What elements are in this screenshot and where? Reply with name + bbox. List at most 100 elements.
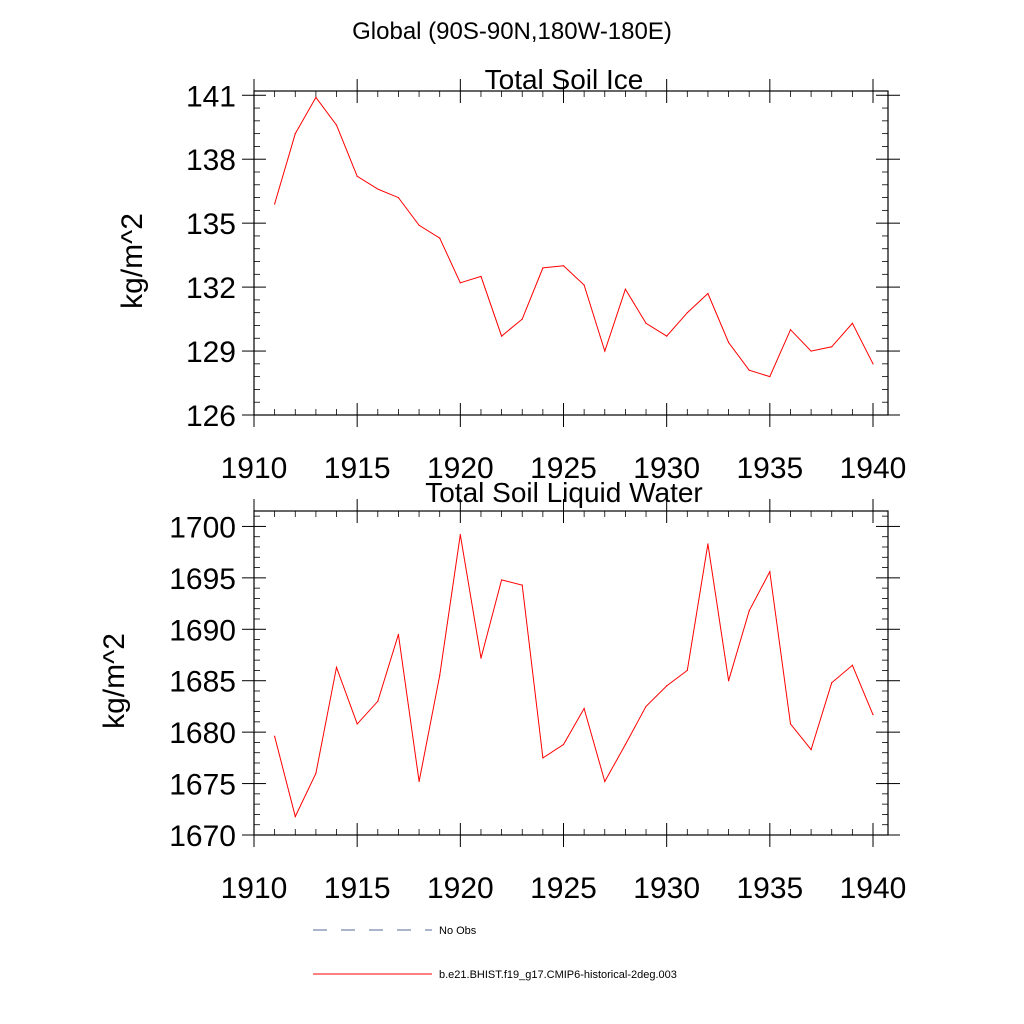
data-point bbox=[501, 579, 503, 581]
data-point bbox=[707, 543, 709, 545]
y-tick-label: 129 bbox=[186, 336, 236, 369]
y-tick-label: 1700 bbox=[169, 511, 236, 544]
data-point bbox=[294, 815, 296, 818]
x-tick-label: 1915 bbox=[324, 452, 391, 485]
y-tick-label: 1690 bbox=[169, 614, 236, 647]
data-point bbox=[727, 680, 730, 682]
y-tick-label: 141 bbox=[186, 80, 236, 113]
data-point bbox=[686, 669, 688, 672]
data-point bbox=[831, 682, 833, 684]
data-point bbox=[769, 376, 771, 378]
data-point bbox=[480, 275, 482, 278]
x-tick-label: 1930 bbox=[633, 452, 700, 485]
data-point bbox=[274, 203, 276, 205]
legend: No Obs b.e21.BHIST.f19_g17.CMIP6-histori… bbox=[313, 925, 677, 981]
y-tick-label: 1675 bbox=[169, 769, 236, 802]
x-tick-label: 1925 bbox=[530, 452, 597, 485]
x-tick-label: 1910 bbox=[221, 872, 288, 905]
x-tick-label: 1935 bbox=[736, 452, 803, 485]
data-point bbox=[789, 329, 792, 331]
data-point bbox=[397, 196, 400, 199]
data-point bbox=[851, 322, 853, 324]
data-point bbox=[377, 188, 379, 190]
data-point bbox=[686, 312, 688, 314]
data-point bbox=[810, 350, 812, 352]
data-point bbox=[851, 664, 853, 666]
data-point bbox=[769, 571, 771, 573]
data-point bbox=[439, 674, 441, 677]
x-tick-label: 1920 bbox=[427, 452, 494, 485]
data-point bbox=[604, 350, 606, 352]
data-point bbox=[624, 288, 627, 290]
data-point bbox=[501, 335, 503, 337]
data-point bbox=[748, 610, 750, 612]
y-tick-label: 135 bbox=[186, 208, 236, 241]
data-point bbox=[459, 282, 461, 284]
data-point bbox=[583, 284, 585, 286]
y-axis-label: kg/m^2 bbox=[98, 633, 131, 729]
data-point bbox=[418, 224, 420, 226]
data-point bbox=[521, 318, 523, 320]
y-tick-label: 1670 bbox=[169, 820, 236, 853]
plot-frame bbox=[253, 90, 889, 416]
legend-label-model-run: b.e21.BHIST.f19_g17.CMIP6-historical-2de… bbox=[439, 969, 677, 981]
data-point bbox=[872, 714, 874, 716]
y-tick-label: 1695 bbox=[169, 563, 236, 596]
data-point bbox=[335, 666, 338, 668]
data-point bbox=[562, 265, 565, 267]
y-tick-label: 138 bbox=[186, 144, 236, 177]
y-tick-label: 1685 bbox=[169, 666, 236, 699]
data-point bbox=[315, 772, 317, 774]
data-point bbox=[315, 96, 317, 98]
data-point bbox=[542, 267, 544, 269]
data-point bbox=[789, 723, 792, 725]
data-point bbox=[294, 133, 296, 135]
x-tick-label: 1930 bbox=[633, 872, 700, 905]
series-line bbox=[274, 96, 874, 378]
panel-total-soil-liquid-water: Total Soil Liquid Water kg/m^2 1910 1915 1… bbox=[98, 477, 906, 905]
data-point bbox=[727, 341, 730, 344]
data-point bbox=[356, 723, 358, 725]
data-point bbox=[397, 633, 400, 636]
data-point bbox=[645, 322, 647, 324]
data-point bbox=[707, 292, 709, 295]
data-point bbox=[583, 707, 585, 710]
legend-label-no-obs: No Obs bbox=[439, 925, 477, 937]
x-tick-label: 1910 bbox=[221, 452, 288, 485]
data-point bbox=[459, 534, 461, 536]
data-point bbox=[872, 363, 874, 365]
data-point bbox=[521, 584, 523, 586]
x-tick-label: 1935 bbox=[736, 872, 803, 905]
x-tick-label: 1940 bbox=[840, 872, 907, 905]
x-tick-label: 1925 bbox=[530, 872, 597, 905]
data-point bbox=[624, 743, 627, 746]
data-point bbox=[562, 743, 565, 746]
y-axis-label: kg/m^2 bbox=[116, 213, 149, 309]
data-point bbox=[666, 685, 668, 687]
figure-title: Global (90S-90N,180W-180E) bbox=[352, 18, 672, 45]
panel-total-soil-ice: Total Soil Ice kg/m^2 1910 1915 1920 1925 19… bbox=[116, 64, 906, 485]
data-point bbox=[356, 175, 358, 177]
y-tick-label: 126 bbox=[186, 400, 236, 433]
plot-frame bbox=[253, 510, 889, 836]
data-point bbox=[274, 735, 276, 737]
data-point bbox=[645, 705, 647, 708]
data-point bbox=[666, 335, 668, 337]
x-tick-label: 1940 bbox=[840, 452, 907, 485]
y-tick-label: 132 bbox=[186, 272, 236, 305]
data-point bbox=[831, 346, 833, 348]
x-tick-label: 1915 bbox=[324, 872, 391, 905]
data-point bbox=[439, 237, 441, 239]
data-point bbox=[377, 700, 379, 702]
data-point bbox=[810, 749, 812, 751]
data-point bbox=[542, 757, 544, 759]
data-point bbox=[748, 369, 750, 371]
data-point bbox=[480, 657, 482, 659]
series-line bbox=[274, 534, 874, 818]
data-point bbox=[335, 124, 338, 126]
data-point bbox=[418, 780, 420, 783]
x-tick-label: 1920 bbox=[427, 872, 494, 905]
data-point bbox=[604, 780, 606, 783]
y-tick-label: 1680 bbox=[169, 717, 236, 750]
